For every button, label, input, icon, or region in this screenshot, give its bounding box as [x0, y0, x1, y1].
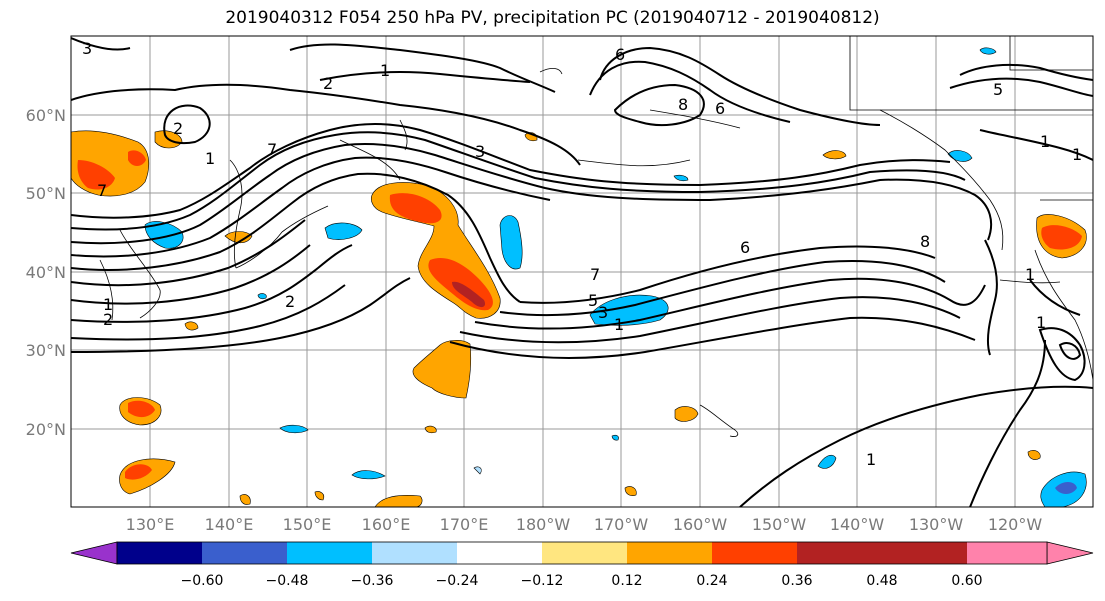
contour-label: 1 [1036, 313, 1046, 332]
contour-label: 2 [323, 74, 333, 93]
colorbar-arrow-low [70, 541, 118, 565]
contour-label: 2 [285, 292, 295, 311]
contour-label: 7 [590, 265, 600, 284]
longitude-label: 140°E [205, 515, 254, 534]
colorbar-tick-label: −0.24 [436, 573, 479, 589]
longitude-label: 180°W [516, 515, 571, 534]
contour-label: 1 [614, 315, 624, 334]
colorbar-tick-label: 0.12 [611, 573, 642, 589]
latitude-label: 20°N [26, 420, 66, 439]
colorbar-tick-label: −0.48 [266, 573, 309, 589]
colorbar-frame [116, 541, 1048, 565]
contour-label: 1 [866, 450, 876, 469]
colorbar-tick-label: 0.36 [781, 573, 812, 589]
contour-label: 1 [103, 295, 113, 314]
positive-precip-anomalies [71, 130, 1087, 507]
latitude-label: 60°N [26, 106, 66, 125]
contour-label: 6 [740, 238, 750, 257]
colorbar-bin [542, 542, 627, 564]
longitude-label: 170°W [594, 515, 649, 534]
longitude-labels: 130°E 140°E 150°E 160°E 170°E 180°W 170°… [126, 515, 1043, 534]
longitude-label: 160°W [673, 515, 728, 534]
longitude-label: 140°W [830, 515, 885, 534]
graticule [71, 36, 1093, 507]
latitude-label: 50°N [26, 184, 66, 203]
map-title: 2019040312 F054 250 hPa PV, precipitatio… [225, 8, 880, 28]
coastlines [99, 36, 1093, 437]
colorbar-tick-label: −0.60 [181, 573, 224, 589]
colorbar-bin [627, 542, 712, 564]
contour-label: 7 [267, 140, 277, 159]
colorbar-bin [287, 542, 372, 564]
latitude-label: 30°N [26, 341, 66, 360]
map-frame [70, 35, 1094, 508]
colorbar-bin [457, 542, 542, 564]
contour-label: 5 [588, 291, 598, 310]
colorbar-tick-label: 0.48 [866, 573, 897, 589]
colorbar-tick-label: −0.12 [521, 573, 564, 589]
latitude-labels: 60°N 50°N 40°N 30°N 20°N [26, 106, 66, 439]
colorbar-bin [202, 542, 287, 564]
colorbar-bin [117, 542, 202, 564]
longitude-label: 120°W [988, 515, 1043, 534]
contour-label: 3 [82, 39, 92, 58]
contour-label: 3 [475, 142, 485, 161]
longitude-label: 130°W [909, 515, 964, 534]
contour-label: 1 [205, 149, 215, 168]
contour-label: 5 [993, 80, 1003, 99]
colorbar-tick-label: 0.24 [696, 573, 727, 589]
colorbar-tick-label: −0.36 [351, 573, 394, 589]
contour-label: 6 [715, 99, 725, 118]
longitude-label: 160°E [362, 515, 411, 534]
contour-label: 1 [1072, 145, 1082, 164]
latitude-label: 40°N [26, 263, 66, 282]
contour-label-group: 3 2 1 6 8 6 5 2 7 3 1 7 1 1 6 8 7 5 3 1 … [82, 39, 1082, 469]
contour-label: 7 [97, 181, 107, 200]
colorbar-bin [797, 542, 882, 564]
colorbar-arrow-high [1046, 541, 1094, 565]
contour-label: 1 [1040, 132, 1050, 151]
colorbar: −0.60 −0.48 −0.36 −0.24 −0.12 0.12 0.24 … [70, 541, 1094, 589]
contour-label: 2 [173, 119, 183, 138]
longitude-label: 150°E [283, 515, 332, 534]
longitude-label: 150°W [752, 515, 807, 534]
pv-contours [71, 37, 1093, 507]
contour-label: 3 [598, 303, 608, 322]
longitude-label: 170°E [440, 515, 489, 534]
contour-label: 8 [678, 95, 688, 114]
colorbar-bin [967, 542, 1047, 564]
contour-label: 2 [103, 310, 113, 329]
colorbar-tick-label: 0.60 [951, 573, 982, 589]
contour-label: 6 [615, 45, 625, 64]
contour-label: 1 [380, 61, 390, 80]
colorbar-bin [882, 542, 967, 564]
longitude-label: 130°E [126, 515, 175, 534]
colorbar-bin [712, 542, 797, 564]
contour-label: 8 [920, 232, 930, 251]
contour-label: 1 [1025, 265, 1035, 284]
colorbar-bin [372, 542, 457, 564]
